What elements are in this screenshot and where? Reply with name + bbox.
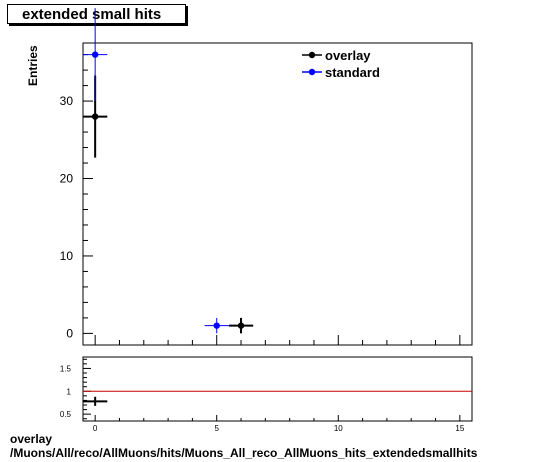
x-tick-label: 5 bbox=[214, 424, 219, 433]
main-x-ticks bbox=[94, 335, 461, 345]
main-plot-frame bbox=[82, 42, 473, 346]
ratio-y-tick-label: 1 bbox=[67, 387, 72, 396]
legend-marker bbox=[308, 51, 316, 59]
marker bbox=[91, 113, 99, 120]
ratio-y-tick-label: 0.5 bbox=[60, 410, 72, 419]
ratio-point bbox=[83, 396, 108, 406]
data-point-standard bbox=[204, 317, 229, 334]
legend-label: standard bbox=[325, 65, 380, 80]
x-tick-label: 0 bbox=[93, 424, 98, 433]
marker bbox=[213, 322, 220, 329]
footer-line-2: /Muons/All/reco/AllMuons/hits/Muons_All_… bbox=[10, 446, 478, 460]
y-axis-label: Entries bbox=[26, 45, 40, 86]
main-y-ticks: 0 10 20 30 bbox=[60, 54, 93, 340]
ratio-plot-frame bbox=[82, 356, 473, 422]
footer-line-1: overlay bbox=[10, 432, 53, 446]
title-box: extended small hits bbox=[7, 4, 186, 24]
marker bbox=[91, 51, 99, 58]
ratio-y-tick-label: 1.5 bbox=[60, 364, 72, 373]
ratio-y-ticks: 0.5 1 1.5 bbox=[60, 358, 91, 420]
legend: overlay standard bbox=[302, 48, 380, 80]
main-series bbox=[83, 8, 254, 334]
legend-label: overlay bbox=[325, 48, 371, 63]
y-tick-label: 30 bbox=[60, 94, 74, 108]
ratio-series bbox=[83, 396, 108, 406]
legend-entry-overlay: overlay bbox=[302, 48, 371, 63]
x-tick-label: 15 bbox=[455, 424, 464, 433]
y-tick-label: 0 bbox=[66, 326, 73, 340]
marker bbox=[237, 322, 245, 329]
data-point-standard bbox=[83, 8, 108, 102]
legend-marker bbox=[308, 68, 316, 76]
legend-entry-standard: standard bbox=[302, 65, 380, 80]
x-tick-label: 10 bbox=[334, 424, 343, 433]
data-point-overlay bbox=[228, 317, 254, 334]
chart-title: extended small hits bbox=[22, 6, 162, 23]
y-tick-label: 20 bbox=[60, 172, 74, 186]
ratio-x-ticks: 0 5 10 15 bbox=[93, 415, 465, 433]
y-tick-label: 10 bbox=[60, 249, 74, 263]
